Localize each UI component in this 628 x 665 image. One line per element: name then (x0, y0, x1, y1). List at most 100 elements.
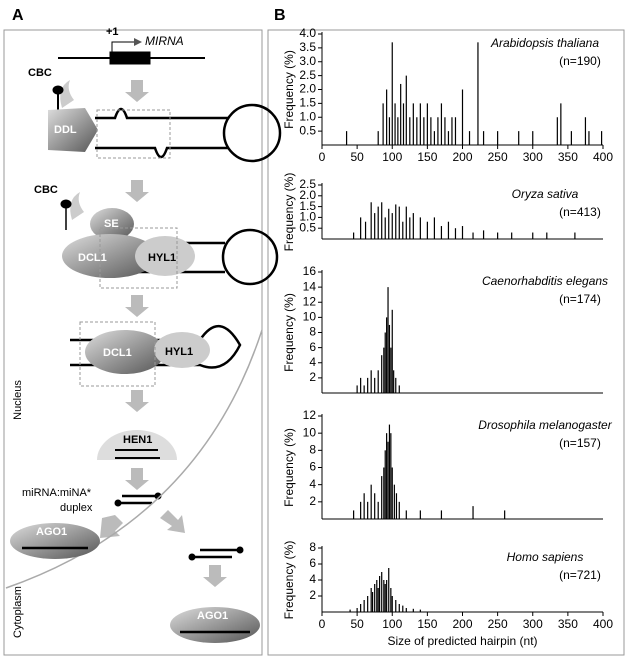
bar (412, 213, 414, 239)
bar (532, 131, 534, 145)
bar (461, 226, 464, 239)
bar (353, 232, 355, 239)
bar (370, 370, 372, 393)
bar (363, 385, 365, 393)
bar (402, 221, 404, 239)
bar (386, 433, 388, 519)
bar (386, 317, 388, 393)
bar (363, 600, 365, 612)
y-axis-title: Frequency (%) (282, 293, 296, 372)
x-tick-label: 200 (452, 617, 472, 631)
bar (426, 221, 428, 239)
bar (398, 385, 400, 393)
bar (381, 355, 383, 393)
bar (367, 596, 369, 612)
bar (405, 75, 407, 145)
x-tick-label: 250 (488, 617, 508, 631)
chart-title: Oryza sativa (512, 187, 579, 201)
bar (395, 493, 398, 519)
bar (371, 592, 374, 612)
bar (430, 117, 432, 145)
bar (386, 580, 388, 612)
bar (588, 131, 590, 145)
bar (556, 117, 558, 145)
bar (405, 206, 407, 239)
x-tick-label: 0 (319, 150, 326, 164)
bar (384, 217, 386, 239)
y-tick-label: 4 (309, 477, 316, 491)
x-tick-label: 350 (558, 617, 578, 631)
y-axis-title: Frequency (%) (282, 173, 296, 252)
bar (600, 131, 603, 145)
bar (377, 501, 379, 519)
bar (518, 131, 520, 145)
bar (395, 204, 397, 239)
bar (405, 510, 407, 519)
x-tick-label: 100 (382, 617, 402, 631)
label: Cytoplasm (12, 586, 24, 638)
bar (477, 42, 479, 146)
bar (472, 232, 474, 239)
bar (381, 572, 383, 612)
x-tick-label: 200 (452, 150, 472, 164)
y-tick-label: 8 (309, 325, 316, 339)
bar (419, 217, 421, 239)
bar (416, 117, 418, 145)
bar (377, 588, 379, 612)
bar (384, 584, 386, 612)
bar (419, 609, 421, 612)
y-tick-label: 2 (309, 494, 316, 508)
bar (388, 424, 391, 519)
bar (419, 103, 421, 145)
bar (497, 232, 499, 239)
y-tick-label: 0.5 (299, 220, 316, 234)
bar (398, 501, 400, 519)
label: CBC (28, 67, 52, 79)
bar (374, 584, 376, 612)
label: CBC (34, 184, 58, 196)
bar (388, 568, 390, 612)
bar (356, 608, 358, 612)
y-tick-label: 3.5 (299, 40, 316, 54)
bar (370, 202, 372, 239)
bar (376, 580, 378, 612)
bar (374, 213, 376, 239)
bar (402, 605, 404, 612)
bar (398, 604, 400, 612)
bar (440, 510, 443, 519)
bar (451, 117, 453, 145)
y-tick-label: 4 (309, 355, 316, 369)
bar (360, 377, 362, 393)
bar (426, 103, 428, 145)
bar (363, 493, 365, 519)
y-tick-label: 6 (309, 556, 316, 570)
bar (437, 117, 439, 145)
y-axis-title: Frequency (%) (282, 428, 296, 507)
label: miRNA:miNA* (22, 487, 92, 499)
bar (546, 232, 548, 239)
bar (482, 131, 485, 145)
bar (374, 493, 376, 519)
y-tick-label: 2 (309, 588, 316, 602)
bar (384, 332, 386, 393)
chart-title: Caenorhabditis elegans (482, 274, 608, 288)
bar (504, 510, 506, 519)
bar (383, 467, 385, 519)
x-tick-label: 0 (319, 617, 326, 631)
bar (384, 450, 386, 519)
x-tick-label: 400 (593, 617, 613, 631)
label: duplex (60, 502, 93, 514)
x-tick-label: 350 (558, 150, 578, 164)
y-tick-label: 12 (303, 408, 317, 422)
bar (461, 89, 464, 145)
bar (497, 131, 499, 145)
bar (391, 213, 393, 239)
bar (574, 232, 576, 239)
bar (511, 232, 513, 239)
y-tick-label: 6 (309, 460, 316, 474)
bar (387, 441, 389, 519)
bar (370, 588, 372, 612)
bar (360, 217, 362, 239)
bar (390, 588, 392, 612)
